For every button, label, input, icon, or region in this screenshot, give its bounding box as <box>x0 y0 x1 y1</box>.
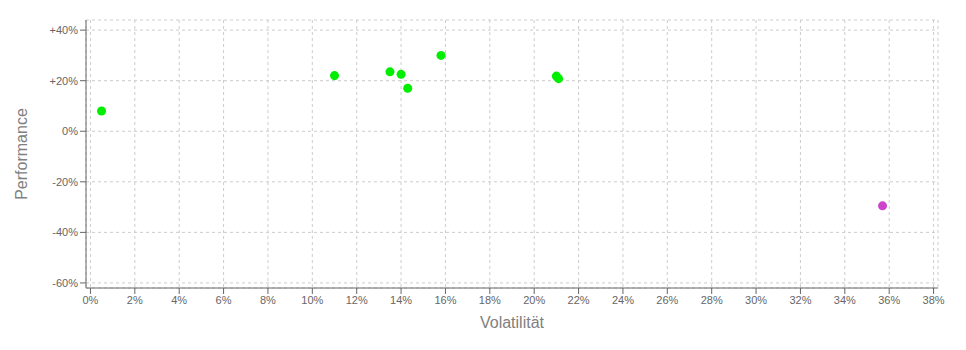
svg-text:14%: 14% <box>390 294 412 306</box>
svg-text:2%: 2% <box>127 294 143 306</box>
svg-text:18%: 18% <box>479 294 501 306</box>
svg-text:-40%: -40% <box>52 226 78 238</box>
svg-text:Volatilität: Volatilität <box>480 314 545 331</box>
svg-text:-20%: -20% <box>52 176 78 188</box>
svg-text:28%: 28% <box>701 294 723 306</box>
svg-text:Performance: Performance <box>13 108 30 200</box>
svg-text:34%: 34% <box>834 294 856 306</box>
svg-text:10%: 10% <box>301 294 323 306</box>
svg-text:12%: 12% <box>346 294 368 306</box>
svg-text:-60%: -60% <box>52 277 78 289</box>
svg-text:16%: 16% <box>434 294 456 306</box>
svg-text:30%: 30% <box>745 294 767 306</box>
svg-text:+20%: +20% <box>50 75 79 87</box>
svg-text:22%: 22% <box>568 294 590 306</box>
svg-text:38%: 38% <box>923 294 945 306</box>
svg-text:36%: 36% <box>878 294 900 306</box>
svg-text:6%: 6% <box>216 294 232 306</box>
svg-text:24%: 24% <box>612 294 634 306</box>
svg-text:+40%: +40% <box>50 24 79 36</box>
svg-text:32%: 32% <box>789 294 811 306</box>
svg-text:0%: 0% <box>82 294 98 306</box>
svg-text:20%: 20% <box>523 294 545 306</box>
svg-text:4%: 4% <box>171 294 187 306</box>
svg-text:26%: 26% <box>656 294 678 306</box>
svg-text:8%: 8% <box>260 294 276 306</box>
svg-text:0%: 0% <box>62 125 78 137</box>
